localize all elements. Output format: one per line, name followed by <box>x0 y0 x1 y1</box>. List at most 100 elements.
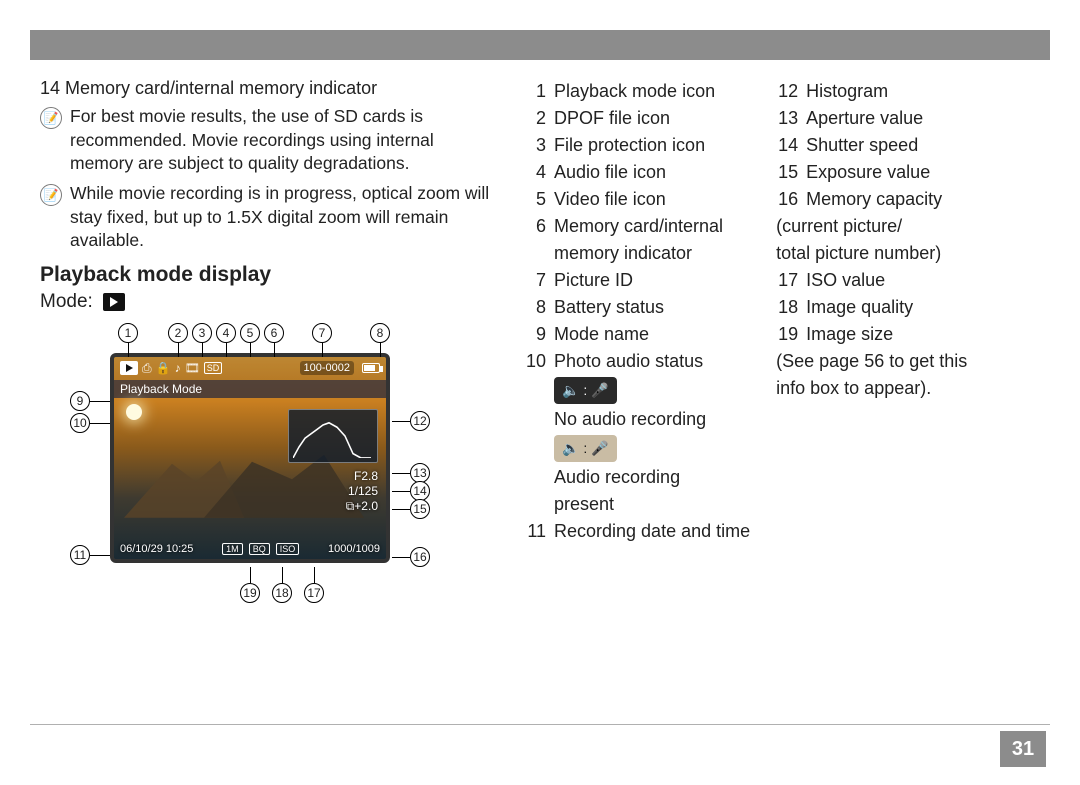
camera-lcd: ⎙ 🔒 ♪ 🎞 SD 100-0002 Playback Mode <box>110 353 390 563</box>
callout-8: 8 <box>370 323 390 343</box>
legend-item: (current picture/ <box>776 213 967 240</box>
legend-item: 12Histogram <box>776 78 967 105</box>
legend-item: 11Recording date and time <box>524 518 750 545</box>
header-bar <box>30 30 1050 60</box>
lcd-play-icon <box>120 361 138 375</box>
sun <box>126 404 142 420</box>
legend-item: memory indicator <box>524 240 750 267</box>
aperture-value: F2.8 <box>346 469 378 484</box>
legend-item: total picture number) <box>776 240 967 267</box>
image-size: 1M <box>222 543 243 555</box>
audio-present-label2: present <box>524 491 750 518</box>
legend-item: 13Aperture value <box>776 105 967 132</box>
note-1-text: For best movie results, the use of SD ca… <box>70 105 500 176</box>
legend-item: 8Battery status <box>524 294 750 321</box>
legend-item: info box to appear). <box>776 375 967 402</box>
callout-5: 5 <box>240 323 260 343</box>
legend-item: 15Exposure value <box>776 159 967 186</box>
audio-badge-present: 🔈 : 🎤 <box>554 435 617 462</box>
right-values: F2.8 1/125 ⧉+2.0 <box>346 469 378 514</box>
quality-row: 1M BQ ISO <box>222 543 299 555</box>
legend-item: 3File protection icon <box>524 132 750 159</box>
leader-line <box>392 509 410 510</box>
datetime-value: 06/10/29 10:25 <box>120 543 193 555</box>
callout-1: 1 <box>118 323 138 343</box>
page-frame: 14 Memory card/internal memory indicator… <box>30 30 1050 755</box>
callout-10: 10 <box>70 413 90 433</box>
leader-line <box>250 567 251 583</box>
leader-line <box>380 343 381 357</box>
callout-17: 17 <box>304 583 324 603</box>
legend-item: 19Image size <box>776 321 967 348</box>
leader-line <box>392 473 410 474</box>
video-icon: 🎞 <box>185 361 200 375</box>
audio-icon: ♪ <box>175 361 181 375</box>
callout-3: 3 <box>192 323 212 343</box>
playback-heading: Playback mode display <box>40 263 500 287</box>
content-area: 14 Memory card/internal memory indicator… <box>30 60 1050 643</box>
leader-line <box>90 555 110 556</box>
histogram <box>288 409 378 463</box>
leader-line <box>178 343 179 357</box>
legend-item: 6Memory card/internal <box>524 213 750 240</box>
legend-item: 9Mode name <box>524 321 750 348</box>
leader-line <box>282 567 283 583</box>
mode-name-bar: Playback Mode <box>114 380 386 398</box>
legend-item: 4Audio file icon <box>524 159 750 186</box>
leader-line <box>202 343 203 357</box>
note-1: 📝 For best movie results, the use of SD … <box>40 105 500 176</box>
lcd-bottom-row: 06/10/29 10:25 1M BQ ISO 1000/1009 <box>120 543 380 555</box>
lcd-topbar: ⎙ 🔒 ♪ 🎞 SD 100-0002 <box>114 357 386 380</box>
legend-item: 1Playback mode icon <box>524 78 750 105</box>
audio-badge-none: 🔈 : 🎤 <box>554 377 617 404</box>
item-14-text: 14 Memory card/internal memory indicator <box>40 78 500 99</box>
playback-icon <box>103 293 125 311</box>
left-column: 14 Memory card/internal memory indicator… <box>40 78 500 643</box>
leader-line <box>392 491 410 492</box>
legend-item: 5Video file icon <box>524 186 750 213</box>
legend-column-1: 1Playback mode icon2DPOF file icon3File … <box>524 78 750 643</box>
page-number: 31 <box>1000 731 1046 767</box>
footer-rule <box>30 724 1050 725</box>
leader-line <box>274 343 275 357</box>
callout-15: 15 <box>410 499 430 519</box>
lcd-diagram: ⎙ 🔒 ♪ 🎞 SD 100-0002 Playback Mode <box>40 323 470 643</box>
image-quality: BQ <box>249 543 270 555</box>
sd-icon: SD <box>204 362 223 374</box>
note-2: 📝 While movie recording is in progress, … <box>40 182 500 253</box>
picture-id: 100-0002 <box>300 361 355 375</box>
legend-item: 16Memory capacity <box>776 186 967 213</box>
note-2-text: While movie recording is in progress, op… <box>70 182 500 253</box>
capacity-value: 1000/1009 <box>328 543 380 555</box>
note-icon: 📝 <box>40 107 62 129</box>
lock-icon: 🔒 <box>156 361 171 375</box>
leader-line <box>90 423 110 424</box>
leader-line <box>392 421 410 422</box>
legend-item: 17ISO value <box>776 267 967 294</box>
legend-item: 10Photo audio status <box>524 348 750 375</box>
iso-value: ISO <box>276 543 300 555</box>
legend-item: (See page 56 to get this <box>776 348 967 375</box>
legend-column-2: 12Histogram13Aperture value14Shutter spe… <box>776 78 967 643</box>
callout-4: 4 <box>216 323 236 343</box>
note-icon: 📝 <box>40 184 62 206</box>
leader-line <box>128 343 129 357</box>
histogram-line <box>293 423 371 458</box>
callout-19: 19 <box>240 583 260 603</box>
leader-line <box>314 567 315 583</box>
callout-6: 6 <box>264 323 284 343</box>
legend-area: 1Playback mode icon2DPOF file icon3File … <box>524 78 1040 643</box>
leader-line <box>322 343 323 357</box>
mode-row: Mode: <box>40 291 500 313</box>
legend-item: 7Picture ID <box>524 267 750 294</box>
callout-16: 16 <box>410 547 430 567</box>
audio-present-label: Audio recording <box>524 464 750 491</box>
callout-2: 2 <box>168 323 188 343</box>
audio-none-label: No audio recording <box>524 406 750 433</box>
callout-14: 14 <box>410 481 430 501</box>
legend-item: 18Image quality <box>776 294 967 321</box>
exposure-value: ⧉+2.0 <box>346 499 378 514</box>
callout-9: 9 <box>70 391 90 411</box>
legend-item: 14Shutter speed <box>776 132 967 159</box>
leader-line <box>250 343 251 357</box>
